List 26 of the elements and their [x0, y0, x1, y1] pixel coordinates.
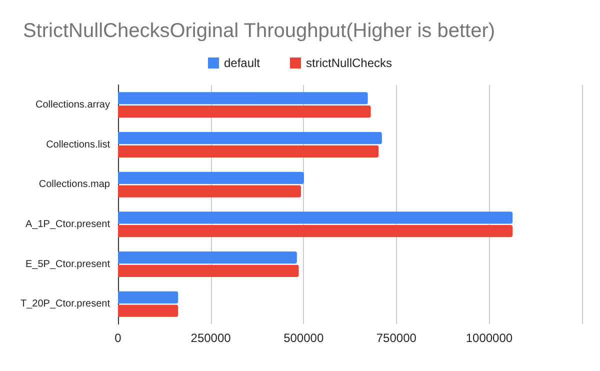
bar	[118, 212, 513, 224]
x-tick-label: 0	[114, 331, 122, 345]
bar	[118, 145, 379, 158]
bar	[118, 304, 178, 317]
bar	[118, 106, 371, 118]
bar	[118, 252, 297, 264]
bar	[118, 264, 299, 277]
bar	[118, 172, 304, 184]
legend-label: default	[224, 56, 261, 70]
y-tick-label: Collections.array	[36, 99, 110, 110]
bar	[118, 185, 301, 198]
y-tick-label: T_20P_Ctor.present	[20, 298, 110, 310]
bar	[118, 92, 368, 104]
x-tick-label: 1000000	[466, 331, 513, 345]
x-tick-label: 500000	[284, 331, 324, 345]
y-tick-label: A_1P_Ctor.present	[26, 218, 110, 230]
bar	[118, 291, 178, 304]
x-tick-label: 750000	[376, 331, 417, 345]
bar	[118, 225, 513, 238]
legend-label: strictNullChecks	[306, 56, 392, 70]
chart-title: StrictNullChecksOriginal Throughput(Higher is better)	[23, 20, 496, 42]
y-tick-label: E_5P_Ctor.present	[26, 258, 110, 270]
y-tick-label: Collections.list	[46, 139, 110, 150]
y-tick-label: Collections.map	[38, 179, 110, 190]
x-tick-label: 250000	[190, 331, 232, 345]
bar	[118, 132, 382, 144]
